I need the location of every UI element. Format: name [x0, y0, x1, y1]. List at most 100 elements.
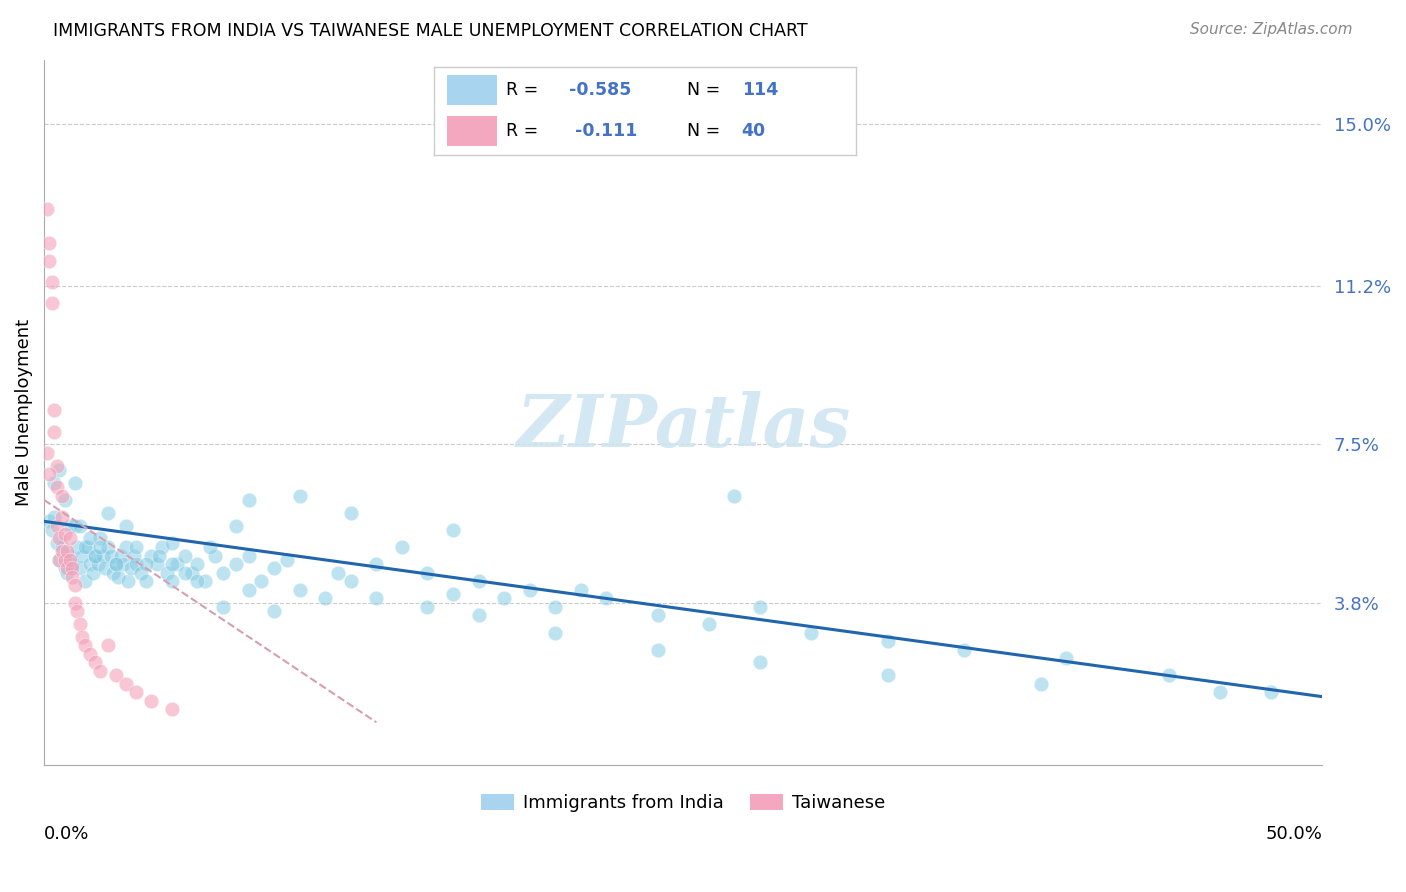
Point	[122, 549, 145, 563]
Point	[186, 557, 208, 571]
Point	[391, 540, 413, 554]
Point	[38, 253, 60, 268]
Point	[79, 647, 101, 661]
Point	[117, 574, 139, 589]
Point	[104, 668, 127, 682]
Point	[97, 638, 120, 652]
Point	[326, 566, 349, 580]
Point	[194, 574, 217, 589]
Point	[200, 540, 222, 554]
Point	[156, 566, 179, 580]
Point	[1056, 651, 1078, 665]
Point	[51, 540, 73, 554]
Point	[66, 604, 89, 618]
Point	[441, 523, 464, 537]
Point	[181, 566, 204, 580]
Point	[38, 467, 60, 482]
Point	[160, 557, 183, 571]
Point	[250, 574, 273, 589]
Point	[519, 582, 541, 597]
Point	[35, 202, 58, 217]
Text: 50.0%: 50.0%	[1265, 825, 1322, 843]
Point	[276, 553, 298, 567]
Point	[104, 557, 127, 571]
Point	[150, 540, 173, 554]
Point	[288, 582, 311, 597]
Point	[135, 557, 157, 571]
Point	[723, 489, 745, 503]
Point	[56, 544, 79, 558]
Point	[63, 518, 86, 533]
Point	[212, 599, 235, 614]
Point	[135, 574, 157, 589]
Point	[44, 475, 66, 490]
Point	[59, 532, 82, 546]
Point	[91, 549, 114, 563]
Point	[173, 549, 195, 563]
Point	[544, 625, 567, 640]
Point	[60, 561, 83, 575]
Point	[160, 702, 183, 716]
Point	[89, 532, 111, 546]
Y-axis label: Male Unemployment: Male Unemployment	[15, 318, 32, 506]
Point	[41, 523, 63, 537]
Point	[340, 506, 363, 520]
Point	[63, 596, 86, 610]
Point	[53, 493, 76, 508]
Point	[72, 549, 94, 563]
Point	[56, 566, 79, 580]
Point	[45, 480, 67, 494]
Legend: Immigrants from India, Taiwanese: Immigrants from India, Taiwanese	[474, 787, 893, 820]
Point	[84, 549, 107, 563]
Point	[238, 549, 260, 563]
Point	[416, 566, 439, 580]
Point	[38, 236, 60, 251]
Point	[73, 574, 96, 589]
Point	[225, 518, 247, 533]
Point	[59, 518, 82, 533]
Point	[441, 587, 464, 601]
Point	[94, 561, 117, 575]
Point	[69, 617, 91, 632]
Point	[53, 553, 76, 567]
Point	[125, 557, 148, 571]
Point	[120, 561, 142, 575]
Point	[595, 591, 617, 606]
Point	[97, 540, 120, 554]
Point	[48, 532, 70, 546]
Point	[212, 566, 235, 580]
Point	[45, 518, 67, 533]
Point	[225, 557, 247, 571]
Point	[63, 475, 86, 490]
Point	[173, 566, 195, 580]
Point	[107, 570, 129, 584]
Point	[44, 403, 66, 417]
Point	[263, 604, 285, 618]
Point	[204, 549, 226, 563]
Point	[76, 540, 98, 554]
Point	[69, 561, 91, 575]
Point	[115, 518, 138, 533]
Point	[51, 544, 73, 558]
Point	[288, 489, 311, 503]
Point	[87, 557, 110, 571]
Point	[72, 630, 94, 644]
Point	[1157, 668, 1180, 682]
Point	[697, 617, 720, 632]
Point	[340, 574, 363, 589]
Point	[44, 425, 66, 439]
Point	[38, 514, 60, 528]
Point	[53, 527, 76, 541]
Point	[115, 677, 138, 691]
Text: ZIPatlas: ZIPatlas	[516, 391, 851, 462]
Point	[494, 591, 516, 606]
Point	[79, 532, 101, 546]
Text: IMMIGRANTS FROM INDIA VS TAIWANESE MALE UNEMPLOYMENT CORRELATION CHART: IMMIGRANTS FROM INDIA VS TAIWANESE MALE …	[53, 22, 808, 40]
Text: 0.0%: 0.0%	[44, 825, 90, 843]
Point	[51, 510, 73, 524]
Point	[647, 608, 669, 623]
Point	[63, 578, 86, 592]
Point	[876, 668, 898, 682]
Point	[186, 574, 208, 589]
Point	[1209, 685, 1232, 699]
